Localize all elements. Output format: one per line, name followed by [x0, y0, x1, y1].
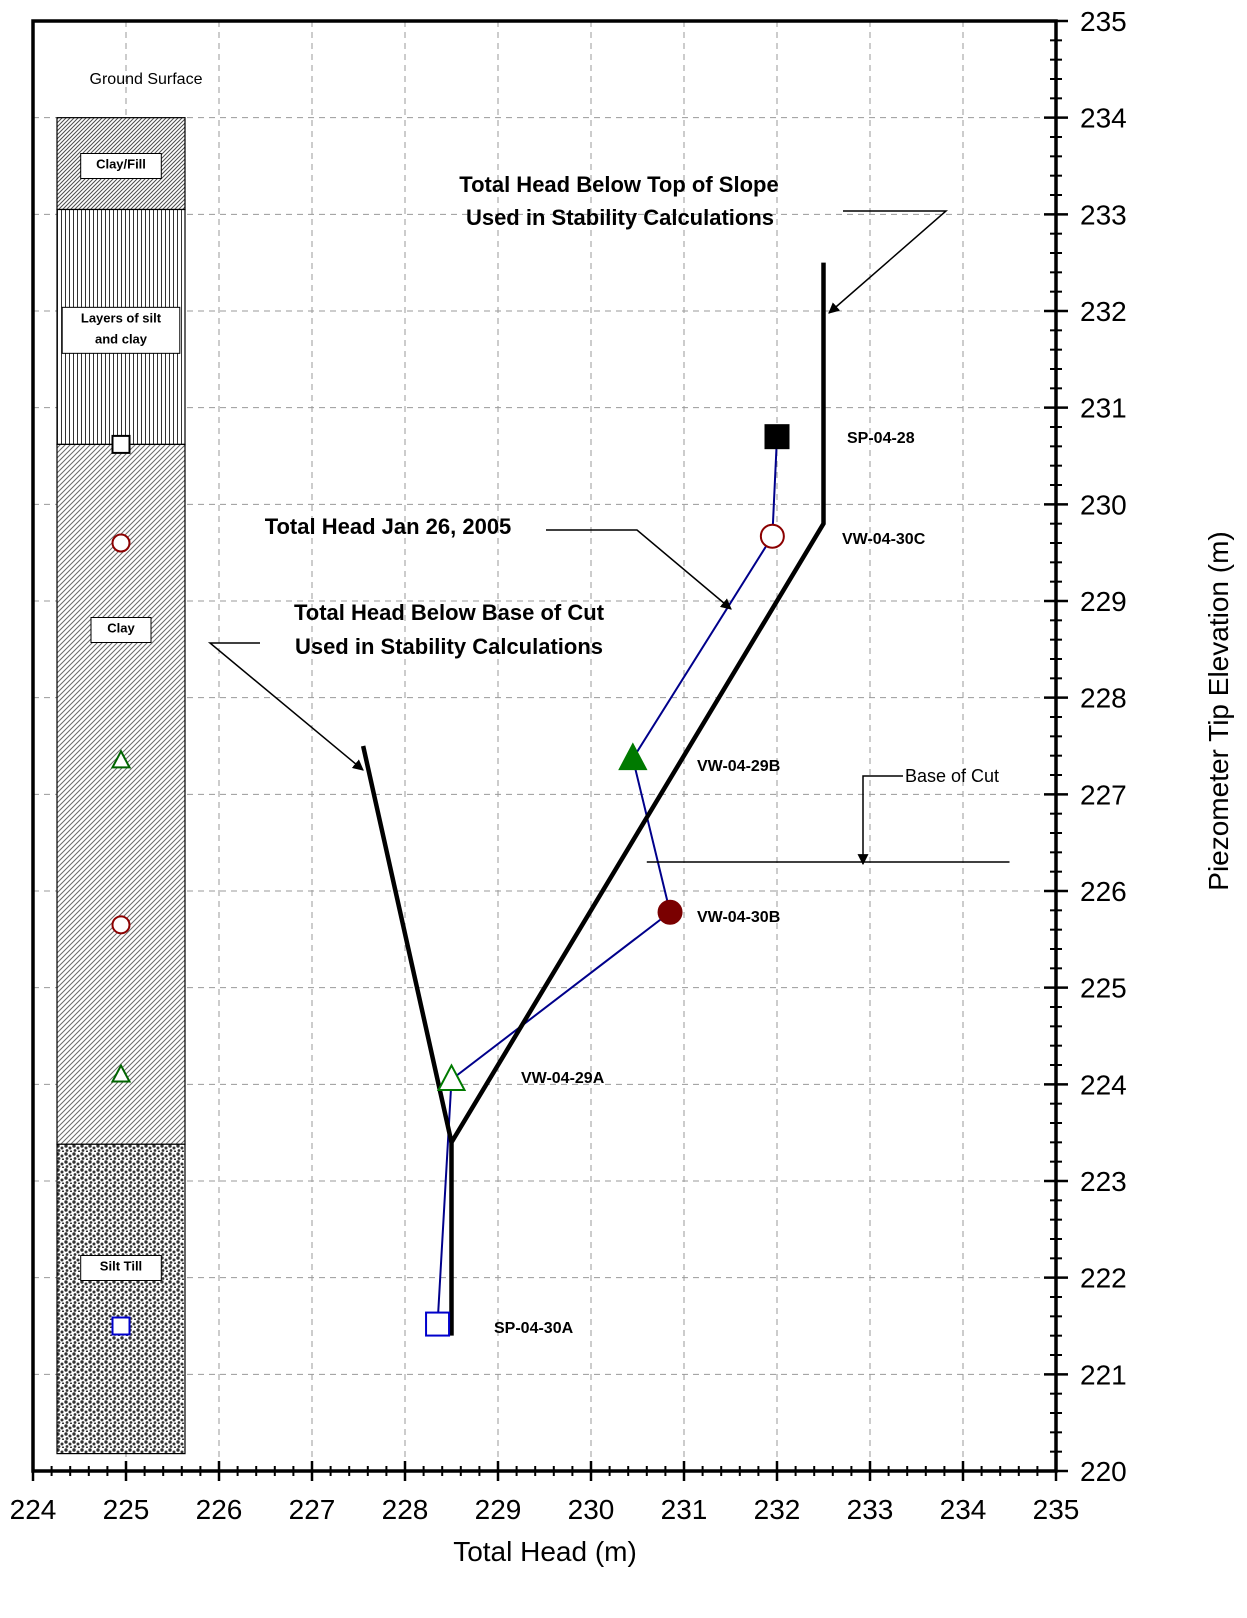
- piezometer-sp-04-28-marker: [764, 424, 790, 450]
- annotation-base-cut-line1: Total Head Below Base of Cut: [294, 600, 605, 625]
- log-layer-label: Silt Till: [100, 1259, 142, 1274]
- y-tick-label: 232: [1080, 296, 1127, 327]
- x-tick-label: 226: [196, 1494, 243, 1525]
- log-label-box: [80, 1255, 162, 1281]
- piezometer-label: VW-04-30B: [697, 909, 780, 926]
- y-tick-label: 227: [1080, 779, 1127, 810]
- log-layer-silt-till: [56, 1143, 186, 1455]
- x-tick-label: 224: [10, 1494, 57, 1525]
- y-tick-label: 228: [1080, 683, 1127, 714]
- y-tick-label: 233: [1080, 199, 1127, 230]
- y-tick-label: 230: [1080, 489, 1127, 520]
- annotation-top-of-slope-line1: Total Head Below Top of Slope: [459, 172, 778, 197]
- log-layer-label: Layers of silt: [81, 310, 162, 325]
- x-tick-label: 231: [661, 1494, 708, 1525]
- borehole-log: Clay/Fill Layers of silt and clay Clay Silt …: [56, 71, 203, 1455]
- x-tick-label: 233: [847, 1494, 894, 1525]
- series-line-top-of-slope: [449, 262, 826, 1336]
- piezometer-label: VW-04-30C: [842, 531, 926, 548]
- leader-jan26: [546, 529, 732, 610]
- log-tip-triangle-marker: [110, 749, 132, 769]
- piezometer-label: SP-04-28: [847, 430, 915, 447]
- x-axis-title: Total Head (m): [453, 1536, 637, 1567]
- log-label-box: [61, 306, 181, 354]
- annotations: Total Head Below Top of Slope Used in Sta…: [207, 172, 999, 866]
- x-tick-label: 232: [754, 1494, 801, 1525]
- log-tip-square-marker: [111, 1316, 131, 1336]
- log-tip-square-marker: [111, 434, 131, 454]
- x-tick-label: 234: [940, 1494, 987, 1525]
- annotation-jan26: Total Head Jan 26, 2005: [265, 514, 512, 539]
- log-tip-circle-marker: [111, 915, 131, 935]
- log-layer-label: Clay/Fill: [96, 157, 146, 172]
- grid: [33, 21, 1056, 1471]
- piezometer-sp-04-30a-marker: [425, 1311, 451, 1337]
- axes: 224 225 226 227 228 229 230 231 232 233 234 2352202…: [10, 6, 1234, 1567]
- log-label-box: [80, 153, 162, 179]
- series-lines: [360, 262, 1010, 1336]
- log-label-box: [90, 617, 152, 643]
- y-tick-label: 235: [1080, 6, 1127, 37]
- log-layer-clay: [56, 443, 186, 1145]
- y-tick-label: 221: [1080, 1359, 1127, 1390]
- x-tick-label: 230: [568, 1494, 615, 1525]
- piezometer-vw-04-30b-marker: [657, 899, 683, 925]
- log-layer-label: Clay: [107, 621, 135, 636]
- x-tick-label: 235: [1033, 1494, 1080, 1525]
- y-tick-label: 234: [1080, 103, 1127, 134]
- y-tick-label: 229: [1080, 586, 1127, 617]
- log-layer-label: and clay: [95, 331, 148, 346]
- x-tick-label: 229: [475, 1494, 522, 1525]
- x-tick-label: 228: [382, 1494, 429, 1525]
- annotation-top-of-slope-line2: Used in Stability Calculations: [466, 205, 774, 230]
- data-markers: SP-04-28 VW-04-30C VW-04-29B VW-04-30B VW-04…: [425, 424, 926, 1337]
- y-tick-label: 231: [1080, 393, 1127, 424]
- log-tip-circle-marker: [111, 533, 131, 553]
- y-axis-title: Piezometer Tip Elevation (m): [1203, 531, 1234, 890]
- y-tick-label: 224: [1080, 1069, 1127, 1100]
- piezometer-label: SP-04-30A: [494, 1320, 574, 1337]
- y-tick-label: 225: [1080, 973, 1127, 1004]
- series-line-jan26: [436, 436, 778, 1325]
- piezometer-label: VW-04-29B: [697, 758, 780, 775]
- y-tick-label: 220: [1080, 1456, 1127, 1487]
- x-tick-label: 225: [103, 1494, 150, 1525]
- base-of-cut-label: Base of Cut: [905, 766, 999, 786]
- piezometer-vw-04-29b-marker: [618, 742, 648, 771]
- x-tick-label: 227: [289, 1494, 336, 1525]
- plot-frame: [31, 19, 1058, 1473]
- piezometer-vw-04-30c-marker: [759, 523, 785, 549]
- y-tick-label: 223: [1080, 1166, 1127, 1197]
- y-tick-label: 222: [1080, 1263, 1127, 1294]
- ground-surface-label: Ground Surface: [90, 71, 203, 88]
- y-tick-label: 226: [1080, 876, 1127, 907]
- series-line-base-of-cut: [360, 745, 454, 1143]
- log-tip-triangle-marker: [110, 1063, 132, 1083]
- annotation-base-cut-line2: Used in Stability Calculations: [295, 634, 603, 659]
- piezometer-label: VW-04-29A: [521, 1070, 605, 1087]
- leader-base-of-cut-label: [857, 775, 903, 866]
- leader-top-of-slope: [828, 210, 949, 314]
- leader-base-of-cut: [207, 642, 364, 771]
- piezometer-vw-04-29a-marker: [436, 1063, 467, 1092]
